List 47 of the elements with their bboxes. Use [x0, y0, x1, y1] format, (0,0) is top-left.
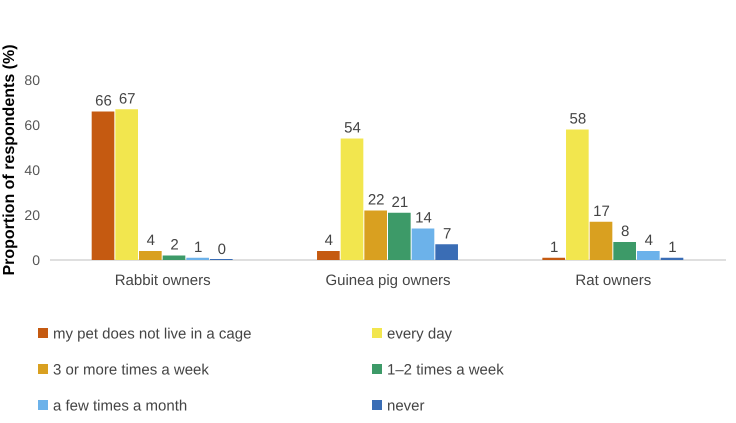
legend-label: 3 or more times a week [53, 361, 210, 378]
bar [412, 228, 434, 260]
data-label: 1 [194, 238, 202, 256]
bar [340, 138, 364, 260]
data-label: 4 [644, 232, 653, 249]
data-label: 7 [442, 225, 452, 242]
bar [364, 210, 387, 260]
bar [590, 222, 612, 260]
bar [388, 212, 411, 260]
data-label: 66 [95, 92, 112, 110]
bar [115, 109, 138, 260]
bar [92, 112, 114, 260]
data-label: 58 [570, 110, 586, 128]
bar [566, 130, 589, 260]
data-label: 4 [146, 232, 156, 249]
bar [613, 242, 636, 260]
x-tick-label: Guinea pig owners [325, 272, 451, 289]
data-label: 67 [118, 90, 136, 108]
data-label: 4 [324, 232, 334, 249]
data-label: 1 [668, 238, 677, 256]
y-tick-label: 20 [24, 206, 40, 223]
legend-label: my pet does not live in a cage [53, 325, 252, 342]
bar [139, 251, 162, 260]
legend-label: a few times a month [53, 397, 188, 414]
x-tick-label: Rat owners [575, 272, 652, 289]
bar [162, 256, 186, 260]
bar [636, 251, 660, 260]
data-label: 14 [415, 210, 432, 226]
data-label: 17 [593, 202, 610, 220]
data-label: 21 [391, 194, 408, 211]
y-tick-label: 0 [32, 252, 40, 268]
data-label: 8 [620, 223, 630, 240]
data-label: 0 [218, 241, 226, 258]
y-axis-title: Proportion of respondents (%) [1, 44, 18, 276]
data-label: 54 [344, 120, 361, 136]
legend-label: every day [387, 325, 453, 342]
legend-label: never [387, 397, 425, 414]
bar [317, 251, 340, 260]
legend-label: 1–2 times a week [387, 361, 504, 378]
bar [435, 244, 458, 260]
x-tick-label: Rabbit owners [114, 272, 211, 289]
data-label: 1 [550, 238, 558, 256]
data-label: 22 [368, 192, 385, 208]
y-tick-label: 60 [24, 116, 40, 133]
y-tick-label: 40 [24, 162, 40, 178]
data-label: 2 [170, 236, 179, 254]
y-tick-label: 80 [24, 72, 40, 88]
